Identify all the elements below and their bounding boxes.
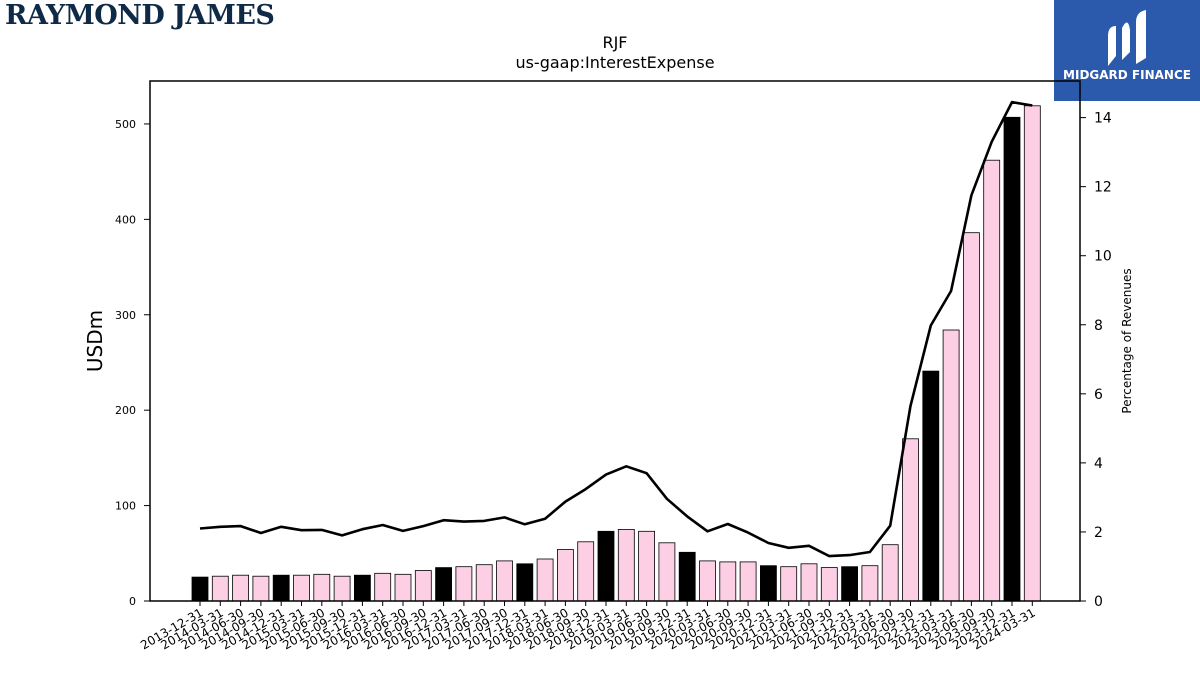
bar: [699, 560, 716, 602]
bar: [1023, 105, 1041, 602]
y-tick-label: 100: [115, 500, 136, 513]
bar: [617, 529, 635, 602]
bar: [191, 576, 209, 602]
y-right-tick-label: 10: [1094, 249, 1112, 265]
y-axis-right: 0 2 4 6 8 10 12 14: [1080, 111, 1112, 610]
bar: [252, 575, 270, 602]
y-axis-left: 0 100 200 300 400 500: [115, 118, 150, 608]
y-tick-label: 200: [115, 404, 136, 417]
line-layer: [199, 100, 1033, 558]
bar: [902, 438, 919, 602]
y-tick-label: 500: [115, 118, 136, 131]
bar: [983, 159, 1001, 602]
bar: [414, 570, 432, 602]
bar: [922, 370, 940, 602]
x-axis: 2013-12-312014-03-312014-06-302014-09-30…: [138, 601, 1038, 652]
bar: [861, 565, 879, 602]
bar: [820, 567, 838, 602]
midgard-m-icon: [1108, 10, 1146, 66]
bar: [435, 567, 453, 602]
bar: [760, 565, 777, 602]
y-right-tick-label: 6: [1094, 387, 1103, 403]
bar: [374, 572, 392, 602]
y-right-tick-label: 0: [1094, 594, 1103, 610]
revenue-percentage-line: [199, 100, 1033, 558]
chart-subtitle: us-gaap:InterestExpense: [515, 53, 714, 72]
bar: [638, 530, 655, 602]
bar: [293, 574, 310, 602]
y-right-tick-label: 14: [1094, 111, 1112, 127]
bar: [841, 566, 858, 602]
bar: [557, 549, 574, 602]
bar: [516, 563, 534, 602]
bar: [1003, 116, 1021, 602]
y-right-tick-label: 2: [1094, 525, 1103, 541]
bar: [496, 560, 513, 602]
bar: [780, 566, 798, 602]
y-tick-label: 400: [115, 213, 136, 226]
bar: [597, 530, 615, 602]
bar: [719, 561, 737, 602]
y-tick-label: 0: [129, 595, 136, 608]
bar: [313, 573, 331, 602]
bar: [394, 573, 412, 602]
bar: [232, 574, 250, 602]
bar: [942, 329, 960, 602]
raymond-james-logo: RAYMOND JAMES: [5, 0, 275, 31]
bar: [353, 574, 371, 602]
bar: [800, 563, 818, 602]
y-axis-label-right: Percentage of Revenues: [1120, 268, 1134, 413]
chart-title: RJF: [602, 33, 627, 52]
bar: [658, 542, 676, 602]
midgard-finance-logo: MIDGARD FINANCE: [1054, 0, 1200, 101]
bar: [475, 564, 493, 602]
y-axis-label-left: USDm: [83, 310, 107, 372]
bar: [577, 541, 595, 602]
bar: [881, 544, 899, 602]
bar: [963, 232, 980, 602]
y-tick-label: 300: [115, 309, 136, 322]
y-right-tick-label: 12: [1094, 180, 1112, 196]
bar: [739, 561, 757, 602]
y-right-tick-label: 4: [1094, 456, 1103, 472]
midgard-finance-text: MIDGARD FINANCE: [1063, 68, 1191, 82]
plot-frame: [149, 80, 1081, 602]
bar: [678, 551, 696, 602]
bar: [211, 575, 229, 602]
bars-layer: [191, 105, 1041, 602]
y-right-tick-label: 8: [1094, 318, 1103, 334]
bar: [333, 575, 351, 602]
bar: [455, 566, 473, 602]
bar: [272, 574, 290, 602]
bar: [536, 558, 554, 602]
